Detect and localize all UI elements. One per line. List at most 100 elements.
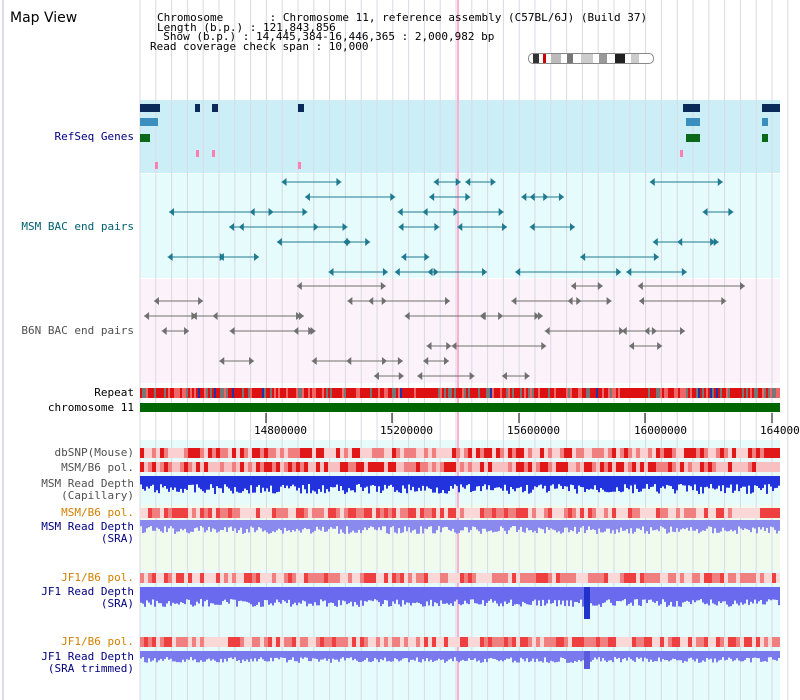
dbsnp-heat: [208, 448, 212, 458]
jf1-depth-sra-bar: [398, 587, 400, 605]
repeat-segment: [684, 388, 686, 398]
msm-pol2-heat: [400, 508, 404, 518]
dbsnp-heat: [688, 448, 692, 458]
repeat-segment: [176, 388, 178, 398]
msm-pol2-heat: [252, 508, 256, 518]
b6n-bac-pair-end: [740, 282, 746, 290]
msm-pol2-heat: [184, 508, 188, 518]
jf1-depth-trimmed-bar: [718, 651, 720, 661]
dbsnp-heat: [632, 448, 636, 458]
jf1-depth-sra-bar: [634, 587, 636, 600]
msm-pol2-heat: [488, 508, 492, 518]
msm-depth-sra-bar: [480, 520, 482, 534]
jf1-pol-heat: [352, 573, 356, 583]
msm-depth-sra-bar: [172, 520, 174, 529]
dbsnp-heat: [388, 448, 392, 458]
jf1-pol-heat: [420, 573, 424, 583]
jf1-pol2-heat: [560, 637, 564, 647]
msm-depth-capillary-bar: [530, 476, 532, 493]
msm-depth-sra-bar: [302, 520, 304, 530]
jf1-depth-trimmed-bar: [670, 651, 672, 661]
msm-depth-sra-bar: [492, 520, 494, 533]
jf1-pol-heat: [768, 573, 772, 583]
msm-depth-sra-bar: [662, 520, 664, 528]
jf1-pol2-heat: [420, 637, 424, 647]
jf1-depth-sra-bar: [658, 587, 660, 606]
repeat-segment: [422, 388, 424, 398]
jf1-depth-sra-bar: [236, 587, 238, 607]
msm-depth-sra-bar: [750, 520, 752, 533]
msm-pol-heat: [340, 462, 344, 472]
jf1-pol-heat: [424, 573, 428, 583]
jf1-depth-sra-bar: [424, 587, 426, 607]
msm-pol-heat: [636, 462, 640, 472]
dbsnp-heat: [728, 448, 732, 458]
jf1-pol-heat: [224, 573, 228, 583]
msm-depth-capillary-bar: [616, 476, 618, 488]
repeat-segment: [266, 388, 268, 398]
msm-pol-heat: [164, 462, 168, 472]
msm-depth-capillary-bar: [348, 476, 350, 489]
msm-depth-capillary-bar: [434, 476, 436, 493]
b6n-bac-pair-end: [469, 372, 475, 380]
msm-depth-sra-bar: [624, 520, 626, 531]
msm-bac-pair-end: [398, 223, 404, 231]
jf1-pol-heat: [440, 573, 444, 583]
jf1-depth-sra-bar: [524, 587, 526, 604]
msm-pol-heat: [252, 462, 256, 472]
msm-depth-capillary-bar: [254, 476, 256, 493]
jf1-depth-sra-bar: [202, 587, 204, 607]
dbsnp-heat: [212, 448, 216, 458]
repeat-segment: [584, 388, 586, 398]
msm-depth-capillary-bar: [736, 476, 738, 485]
msm-pol2-heat: [248, 508, 252, 518]
dbsnp-heat: [652, 448, 656, 458]
msm-depth-capillary-bar: [636, 476, 638, 489]
repeat-segment: [532, 388, 534, 398]
jf1-depth-trimmed-bar: [276, 651, 278, 658]
msm-depth-capillary-bar: [386, 476, 388, 489]
msm-pol2-heat: [344, 508, 348, 518]
msm-depth-sra-bar: [656, 520, 658, 530]
dbsnp-heat: [464, 448, 468, 458]
repeat-segment: [158, 388, 160, 398]
jf1-depth-sra-bar: [724, 587, 726, 602]
msm-depth-capillary-bar: [416, 476, 418, 492]
jf1-depth-sra-bar: [436, 587, 438, 604]
msm-pol2-heat: [172, 508, 176, 518]
jf1-depth-sra-bar: [714, 587, 716, 605]
jf1-pol2-heat: [440, 637, 444, 647]
jf1-depth-trimmed-bar: [394, 651, 396, 659]
dbsnp-heat: [676, 448, 680, 458]
jf1-pol2-heat: [376, 637, 380, 647]
jf1-pol-heat: [776, 573, 780, 583]
repeat-segment: [188, 388, 190, 398]
jf1-pol-heat: [772, 573, 776, 583]
jf1-depth-trimmed-bar: [704, 651, 706, 662]
jf1-depth-trimmed-bar: [738, 651, 740, 661]
msm-depth-capillary-bar: [698, 476, 700, 494]
msm-pol-heat: [192, 462, 196, 472]
dbsnp-heat: [508, 448, 512, 458]
jf1-pol-heat: [396, 573, 400, 583]
msm-depth-sra-bar: [290, 520, 292, 533]
msm-depth-sra-bar: [234, 520, 236, 529]
dbsnp-heat: [248, 448, 252, 458]
jf1-depth-sra-bar: [624, 587, 626, 600]
chromosome-ideogram[interactable]: [528, 53, 654, 64]
jf1-depth-sra-bar: [260, 587, 262, 607]
dbsnp-heat: [732, 448, 736, 458]
msm-pol2-heat: [144, 508, 148, 518]
jf1-pol2-heat: [596, 637, 600, 647]
jf1-pol2-heat: [520, 637, 524, 647]
jf1-depth-trimmed-bar: [230, 651, 232, 658]
msm-pol-heat: [372, 462, 376, 472]
msm-depth-capillary-bar: [494, 476, 496, 488]
jf1-depth-trimmed-bar: [382, 651, 384, 661]
msm-pol2-heat: [268, 508, 272, 518]
jf1-depth-trimmed-bar: [370, 651, 372, 663]
jf1-depth-sra-bar: [374, 587, 376, 600]
msm-pol-heat: [452, 462, 456, 472]
msm-depth-sra-bar: [326, 520, 328, 532]
